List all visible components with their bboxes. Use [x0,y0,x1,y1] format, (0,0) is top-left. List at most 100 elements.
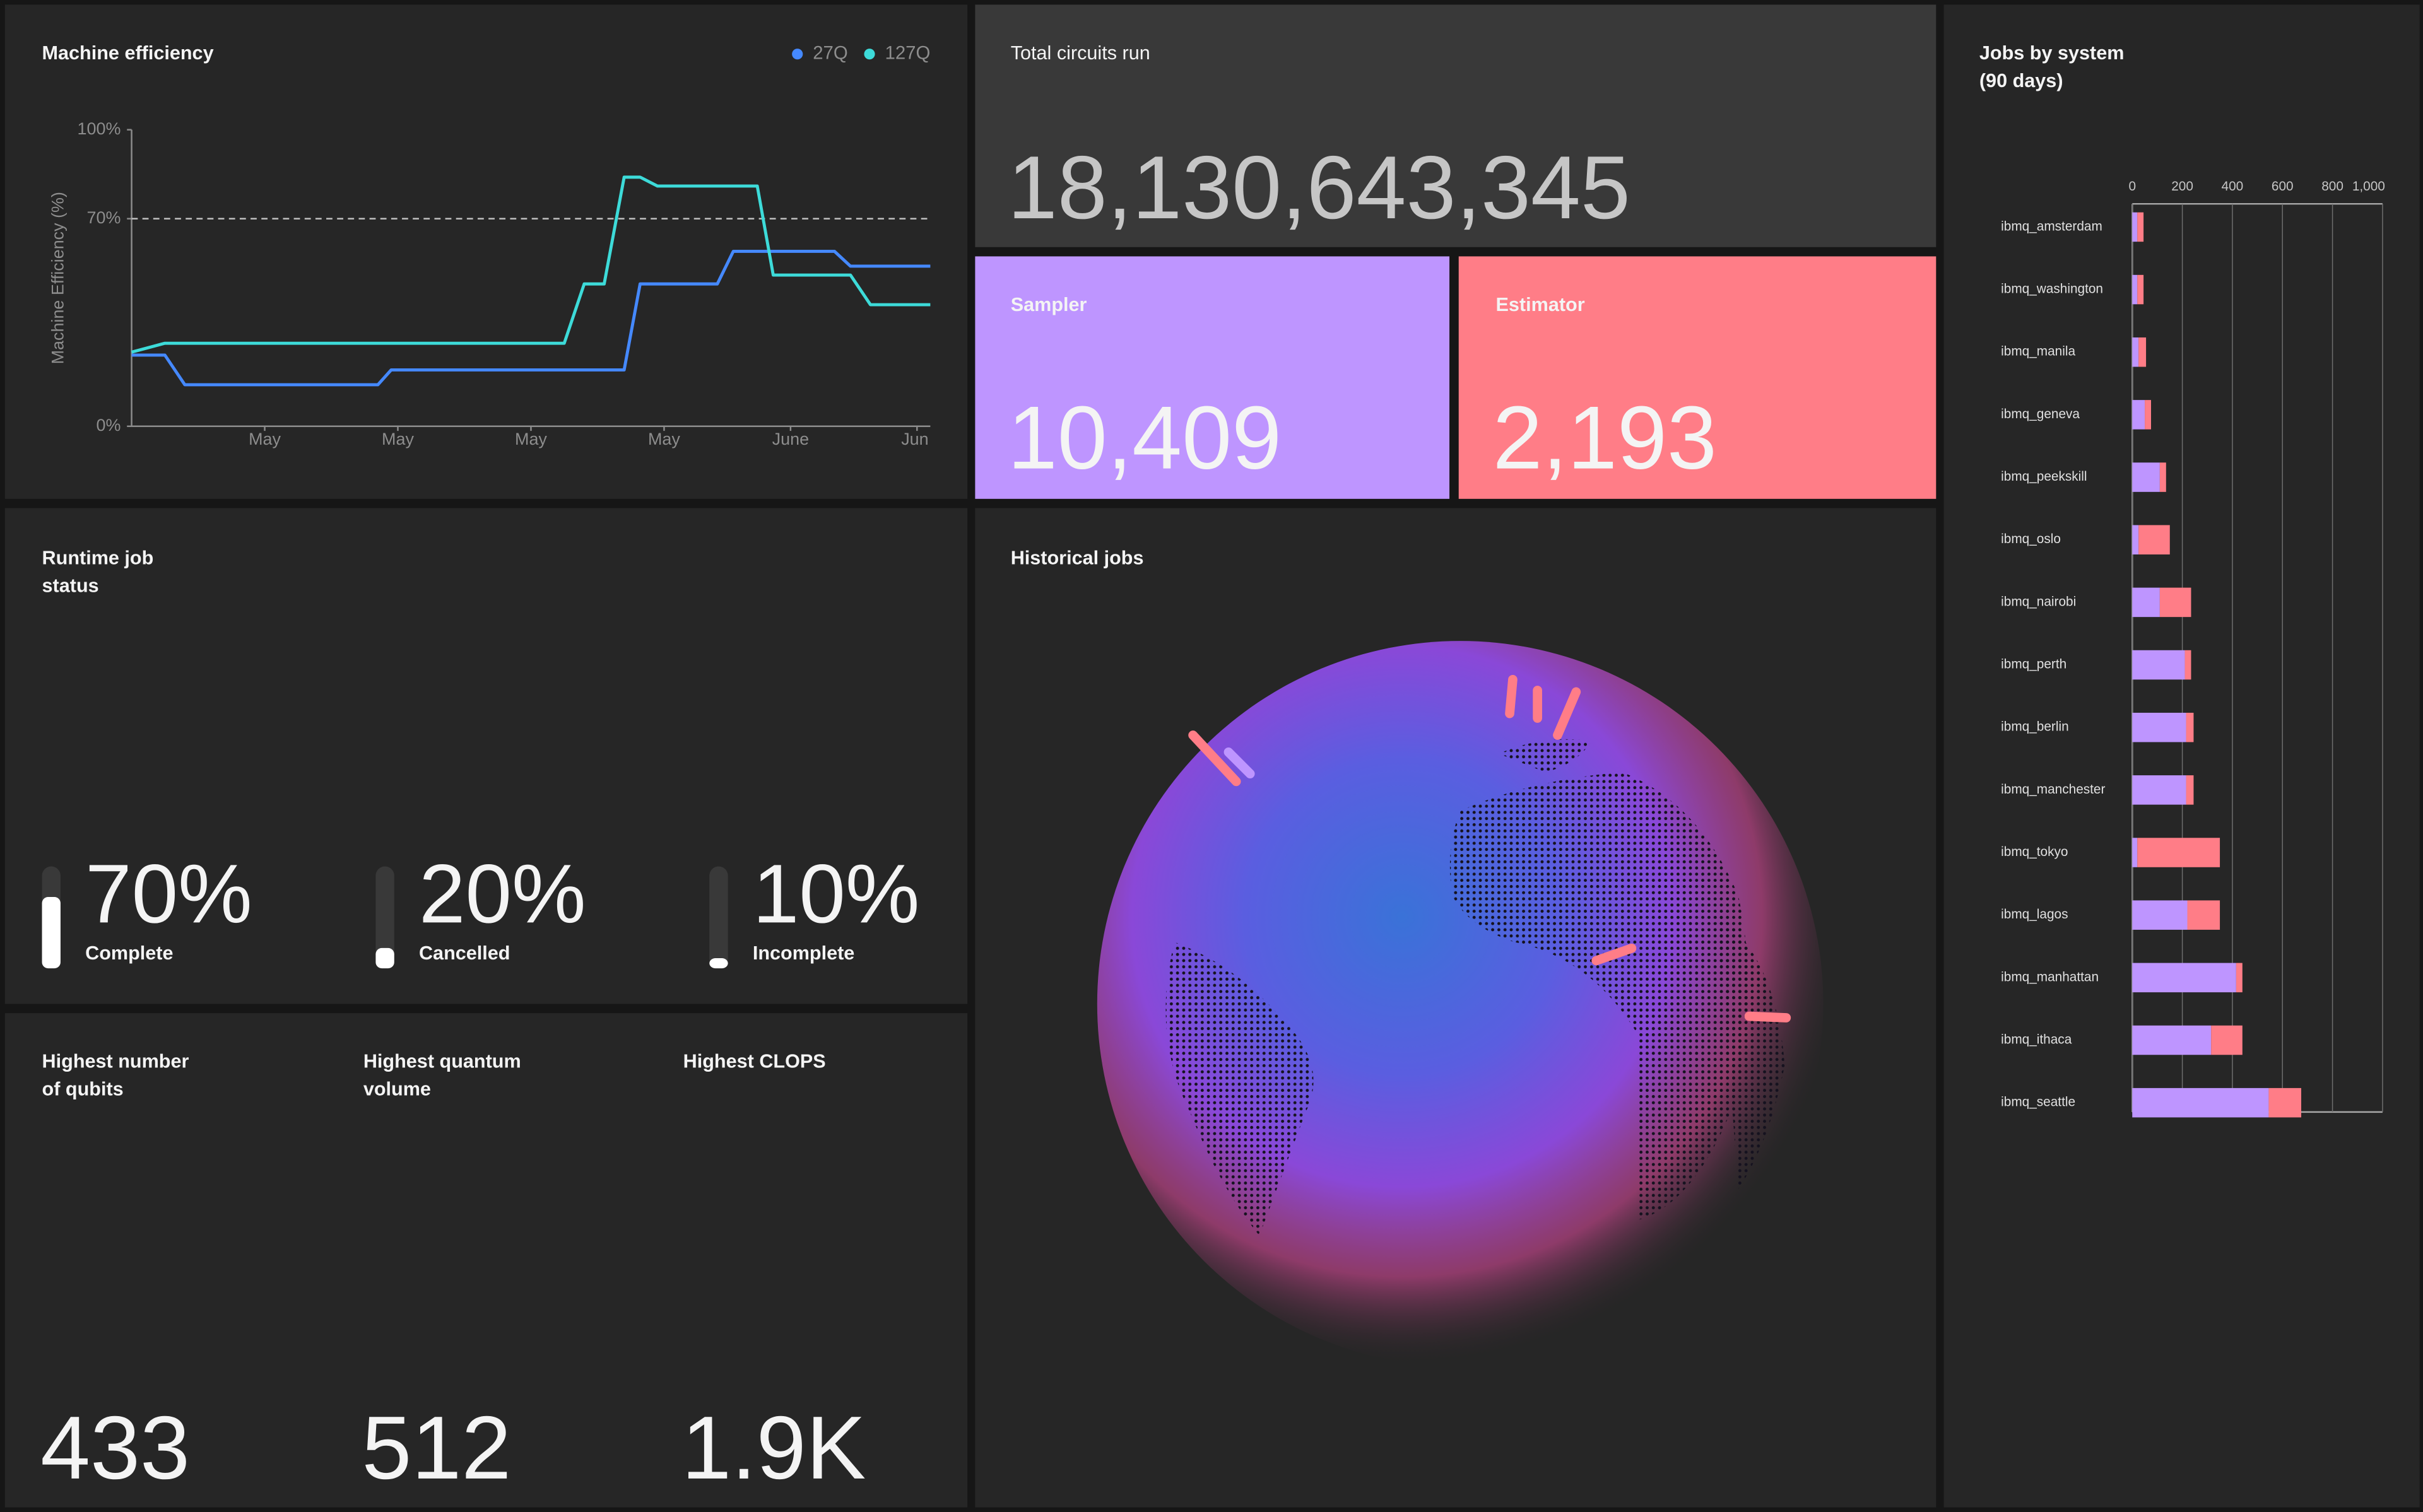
legend-label: 27Q [813,42,848,63]
category-label: ibmq_tokyo [2001,845,2068,859]
bar-segment [2159,462,2166,492]
panel-title: Machine efficiency [42,42,214,64]
bar-segment [2132,1025,2212,1055]
bar-segment [2132,963,2236,993]
status-value: 70% [85,847,252,941]
status-label: Complete [85,942,173,964]
panel-title: Total circuits run [1011,42,1150,64]
y-axis-label: Machine Efficiency (%) [49,192,68,364]
gauge-fill [42,897,61,969]
gauge-track [709,866,728,969]
metric-title: Highest quantum [363,1051,521,1072]
status-label: Cancelled [419,942,510,964]
panel-subtitle: (90 days) [1979,70,2063,91]
bar-segment [2132,838,2138,867]
gauge-track [375,866,394,969]
bar-segment [2236,963,2243,993]
status-value: 20% [419,847,586,941]
status-value: 10% [753,847,920,941]
bar-segment [2132,775,2186,805]
bar-segment [2132,712,2186,742]
metric-value: 1.9K [681,1398,866,1498]
x-tick-label: May [648,430,680,448]
category-label: ibmq_oslo [2001,532,2061,546]
bar-segment [2184,650,2191,680]
total-value: 18,130,643,345 [1008,138,1630,238]
x-tick-label: May [249,430,281,448]
x-tick-label: 200 [2171,179,2193,194]
line-series [131,249,931,387]
bar-segment [2268,1087,2301,1118]
bar-segment [2138,525,2170,554]
category-label: ibmq_manhattan [2001,970,2099,984]
x-tick-label: May [382,430,414,448]
legend-swatch [864,49,875,60]
bar-segment [2211,1025,2243,1055]
category-label: ibmq_lagos [2001,907,2068,922]
category-label: ibmq_perth [2001,657,2066,672]
y-tick-label: 100% [78,119,121,138]
category-label: ibmq_berlin [2001,720,2069,734]
bar-segment [2132,650,2185,680]
x-tick-label: May [515,430,547,448]
bar-segment [2137,212,2144,242]
panel-title: Jobs by system [1979,42,2125,64]
bar-segment [2132,212,2138,242]
x-tick-label: 1,000 [2352,179,2385,194]
panel-title: Sampler [1011,294,1087,315]
bar-segment [2132,274,2138,305]
bar-segment [2145,400,2152,430]
category-label: ibmq_ithaca [2001,1033,2072,1047]
panel [975,256,1450,499]
metric-title: of qubits [42,1079,124,1100]
bar-segment [2132,900,2188,930]
y-tick-label: 70% [87,208,121,227]
bar-segment [2132,525,2139,554]
bar-segment [2138,337,2147,367]
panel [975,4,1937,247]
bar-segment [2186,775,2194,805]
panel [4,1013,968,1508]
category-label: ibmq_nairobi [2001,594,2076,609]
status-label: Incomplete [753,942,855,964]
x-tick-label: 0 [2128,179,2136,194]
panel [4,508,968,1004]
bar-segment [2159,587,2191,618]
metric-value: 512 [362,1398,511,1498]
legend-swatch [792,49,803,60]
gauge-fill [709,958,728,969]
panel [1458,256,1937,499]
panel-title: Runtime job [42,547,154,568]
gauge-fill [375,947,394,969]
category-label: ibmq_peekskill [2001,469,2087,484]
bar-segment [2132,462,2160,492]
line-series [131,175,931,354]
category-label: ibmq_seattle [2001,1095,2075,1110]
category-label: ibmq_manchester [2001,782,2105,797]
x-tick-label: 800 [2321,179,2343,194]
bar-segment [2132,400,2145,430]
panel-title: status [42,575,99,596]
y-tick-label: 0% [96,416,121,435]
x-tick-label: June [772,430,809,448]
panel [1943,4,2420,1508]
category-label: ibmq_manila [2001,344,2075,359]
bar-segment [2137,274,2144,305]
metric-title: Highest number [42,1051,189,1072]
estimator-value: 2,193 [1493,388,1717,488]
x-tick-label: 400 [2222,179,2244,194]
category-label: ibmq_washington [2001,282,2103,296]
bar-segment [2187,900,2220,930]
bar-segment [2132,337,2139,367]
panel-title: Historical jobs [1011,547,1144,568]
sampler-value: 10,409 [1008,388,1282,488]
metric-title: Highest CLOPS [683,1051,826,1072]
bar-segment [2132,587,2160,618]
bar-segment [2137,838,2220,867]
panel-title: Estimator [1496,294,1585,315]
bar-segment [2132,1087,2269,1118]
metric-value: 433 [40,1398,190,1498]
bar-segment [2186,712,2194,742]
category-label: ibmq_amsterdam [2001,219,2102,233]
